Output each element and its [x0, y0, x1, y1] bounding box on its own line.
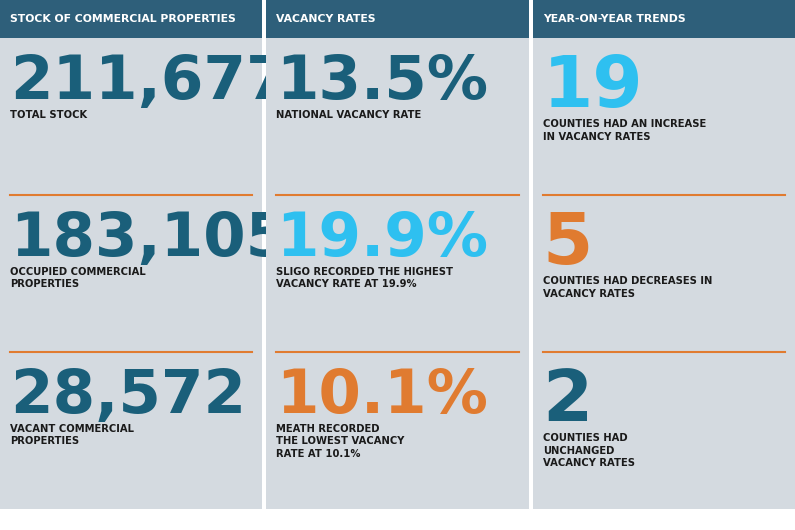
- Text: VACANCY RATES: VACANCY RATES: [277, 14, 376, 24]
- Text: OCCUPIED COMMERCIAL
PROPERTIES: OCCUPIED COMMERCIAL PROPERTIES: [10, 267, 145, 289]
- Text: 19.9%: 19.9%: [277, 210, 488, 269]
- Text: COUNTIES HAD DECREASES IN
VACANCY RATES: COUNTIES HAD DECREASES IN VACANCY RATES: [543, 276, 712, 298]
- Text: 19: 19: [543, 53, 643, 122]
- Text: VACANT COMMERCIAL
PROPERTIES: VACANT COMMERCIAL PROPERTIES: [10, 423, 134, 446]
- Text: 28,572: 28,572: [10, 367, 246, 426]
- Text: STOCK OF COMMERCIAL PROPERTIES: STOCK OF COMMERCIAL PROPERTIES: [10, 14, 236, 24]
- Text: COUNTIES HAD
UNCHANGED
VACANCY RATES: COUNTIES HAD UNCHANGED VACANCY RATES: [543, 433, 634, 469]
- Text: 183,105: 183,105: [10, 210, 288, 269]
- Text: YEAR-ON-YEAR TRENDS: YEAR-ON-YEAR TRENDS: [543, 14, 685, 24]
- Text: 211,677: 211,677: [10, 53, 289, 112]
- Text: 5: 5: [543, 210, 593, 279]
- Text: 10.1%: 10.1%: [277, 367, 488, 426]
- Bar: [0, 0, 262, 38]
- Bar: [533, 0, 795, 38]
- Text: COUNTIES HAD AN INCREASE
IN VACANCY RATES: COUNTIES HAD AN INCREASE IN VACANCY RATE…: [543, 119, 706, 142]
- Text: 13.5%: 13.5%: [277, 53, 488, 112]
- Bar: [266, 0, 529, 38]
- Text: MEATH RECORDED
THE LOWEST VACANCY
RATE AT 10.1%: MEATH RECORDED THE LOWEST VACANCY RATE A…: [277, 423, 405, 459]
- Text: NATIONAL VACANCY RATE: NATIONAL VACANCY RATE: [277, 110, 421, 120]
- Text: SLIGO RECORDED THE HIGHEST
VACANCY RATE AT 19.9%: SLIGO RECORDED THE HIGHEST VACANCY RATE …: [277, 267, 453, 289]
- Text: 2: 2: [543, 367, 593, 436]
- Text: TOTAL STOCK: TOTAL STOCK: [10, 110, 87, 120]
